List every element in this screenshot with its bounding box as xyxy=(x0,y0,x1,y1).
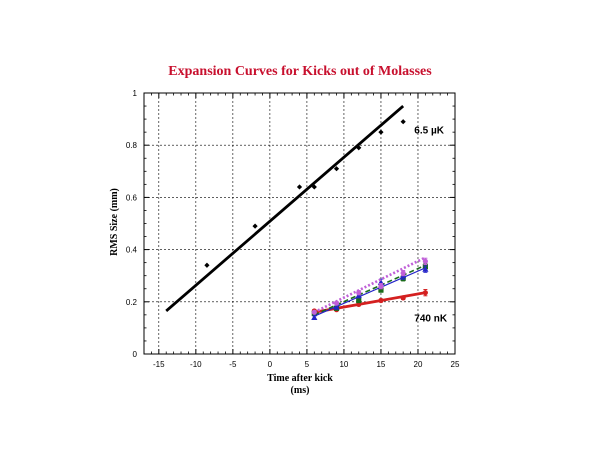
data-point xyxy=(400,119,406,125)
data-point xyxy=(333,166,340,172)
series-4 xyxy=(311,256,428,315)
y-tick-label: 1 xyxy=(133,89,138,98)
data-point xyxy=(356,301,362,308)
data-point xyxy=(378,297,384,304)
x-tick-label: 20 xyxy=(414,360,423,369)
y-tick-label: 0 xyxy=(133,350,138,359)
series-3 xyxy=(311,265,429,321)
series-0 xyxy=(165,104,406,312)
x-tick-label: -5 xyxy=(229,360,237,369)
x-tick-label: -10 xyxy=(190,360,202,369)
data-point xyxy=(311,314,318,321)
annotation-1: 740 nK xyxy=(414,313,448,324)
data-point xyxy=(400,295,406,301)
data-point xyxy=(333,300,340,306)
data-point xyxy=(378,287,384,293)
series-4-fit-line xyxy=(313,256,426,314)
y-tick-label: 0.2 xyxy=(126,298,138,307)
x-axis-label: Time after kick xyxy=(267,373,333,384)
plot-frame xyxy=(143,92,456,355)
x-tick-label: 15 xyxy=(376,360,385,369)
data-point xyxy=(422,258,428,264)
x-tick-label: 25 xyxy=(451,360,460,369)
annotation-0: 6.5 µK xyxy=(414,125,444,136)
series-0-fit-line xyxy=(165,104,405,312)
data-point xyxy=(311,309,317,315)
y-tick-label: 0.6 xyxy=(126,193,138,202)
x-tick-label: 10 xyxy=(339,360,348,369)
data-point xyxy=(356,297,362,304)
data-point xyxy=(333,303,340,310)
data-point xyxy=(204,262,210,268)
chart-title: Expansion Curves for Kicks out of Molass… xyxy=(168,64,432,79)
data-point xyxy=(356,290,362,296)
data-point xyxy=(356,145,362,151)
data-point xyxy=(400,270,406,276)
y-tick-label: 0.4 xyxy=(126,246,138,255)
data-point xyxy=(378,129,384,135)
series-3-fit-line xyxy=(314,267,426,317)
x-axis-unit-label: (ms) xyxy=(291,385,310,396)
data-point xyxy=(422,290,428,296)
series-2-fit-line xyxy=(313,264,426,316)
series-2 xyxy=(311,262,428,317)
data-point xyxy=(378,283,384,289)
y-tick-label: 0.8 xyxy=(126,141,138,150)
data-point xyxy=(311,184,317,190)
x-tick-label: -15 xyxy=(153,360,165,369)
y-axis-label: RMS Size (mm) xyxy=(109,188,120,256)
data-point xyxy=(252,223,258,229)
x-tick-label: 5 xyxy=(305,360,310,369)
x-tick-label: 0 xyxy=(268,360,273,369)
data-point xyxy=(296,184,303,190)
series-1-fit-line xyxy=(314,291,426,314)
data-point xyxy=(422,266,429,272)
plot-area: -15 -10 -5 0 5 10 15 20 25 0 0.2 0.4 0.6 0.8 1 6.5 µK 74… xyxy=(126,89,460,369)
